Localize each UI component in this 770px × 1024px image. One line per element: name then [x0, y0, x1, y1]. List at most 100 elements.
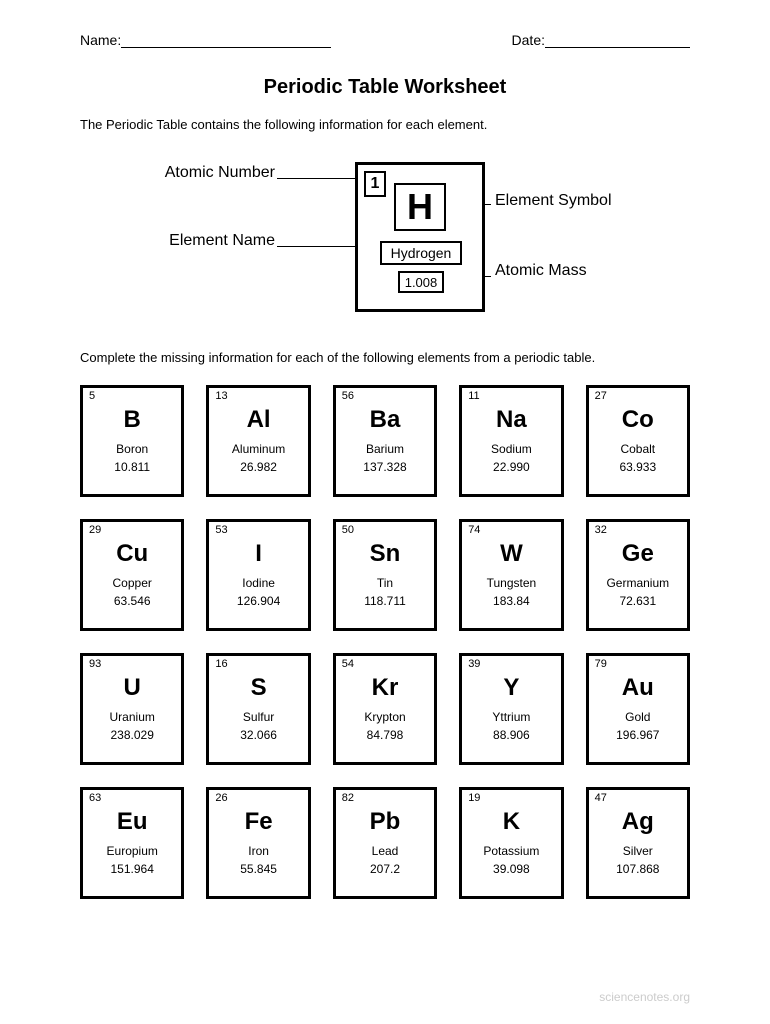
label-atomic-number: Atomic Number	[145, 164, 275, 182]
element-symbol: Ag	[622, 810, 654, 834]
element-diagram: Atomic Number Element Name Element Symbo…	[155, 152, 615, 322]
header-row: Name: Date:	[80, 32, 690, 48]
example-element-box: 1 H Hydrogen 1.008	[355, 162, 485, 312]
date-label: Date:	[512, 32, 545, 48]
name-field: Name:	[80, 32, 331, 48]
example-mass: 1.008	[398, 271, 444, 293]
atomic-mass: 107.868	[616, 862, 659, 876]
atomic-mass: 183.84	[493, 594, 530, 608]
atomic-mass: 39.098	[493, 862, 530, 876]
atomic-number: 16	[215, 658, 227, 670]
element-cell: 29CuCopper63.546	[80, 519, 184, 631]
element-cell: 39 Y Yttrium 88.906	[459, 653, 563, 765]
element-name: Sodium	[491, 442, 532, 456]
element-symbol: Kr	[372, 676, 399, 700]
atomic-mass: 118.711	[364, 594, 406, 608]
element-cell: 50 Sn Tin 118.711	[333, 519, 437, 631]
atomic-number: 13	[215, 390, 227, 402]
element-name: Aluminum	[232, 442, 285, 456]
diagram-wrap: Atomic Number Element Name Element Symbo…	[80, 152, 690, 322]
element-symbol: U	[124, 676, 141, 700]
atomic-number: 11	[468, 390, 479, 402]
element-name: Germanium	[606, 576, 669, 590]
element-cell: 93UUranium238.029	[80, 653, 184, 765]
element-cell: 32GeGermanium72.631	[586, 519, 690, 631]
atomic-number: 27	[595, 390, 607, 402]
atomic-number: 32	[595, 524, 607, 536]
element-cell: 11NaSodium22.990	[459, 385, 563, 497]
atomic-mass: 88.906	[493, 728, 530, 742]
atomic-mass: 22.990	[493, 460, 530, 474]
element-cell: 19KPotassium39.098	[459, 787, 563, 899]
intro-text: The Periodic Table contains the followin…	[80, 117, 690, 132]
element-name: Boron	[116, 442, 148, 456]
atomic-number: 39	[468, 658, 480, 670]
element-symbol: Sn	[370, 542, 401, 566]
element-symbol: Au	[622, 676, 654, 700]
atomic-number: 26	[215, 792, 227, 804]
element-symbol: Pb	[370, 810, 401, 834]
element-name: Cobalt	[620, 442, 655, 456]
atomic-mass: 126.904	[237, 594, 280, 608]
element-name: Europium	[107, 844, 158, 858]
element-symbol: B	[124, 408, 141, 432]
element-grid: 5BBoron10.81113AlAluminum26.98256BaBariu…	[80, 385, 690, 899]
label-element-name: Element Name	[169, 232, 275, 250]
element-symbol: Al	[247, 408, 271, 432]
element-cell: 47AgSilver107.868	[586, 787, 690, 899]
atomic-mass: 207.2	[370, 862, 400, 876]
atomic-number: 53	[215, 524, 227, 536]
element-name: Lead	[372, 844, 399, 858]
date-field: Date:	[512, 32, 690, 48]
callout-line-atomic-number	[277, 178, 363, 179]
element-symbol: Fe	[245, 810, 273, 834]
atomic-mass: 196.967	[616, 728, 659, 742]
footer-credit: sciencenotes.org	[599, 990, 690, 1004]
element-name: Krypton	[364, 710, 405, 724]
element-name: Tin	[377, 576, 393, 590]
atomic-mass: 32.066	[240, 728, 277, 742]
atomic-mass: 238.029	[111, 728, 154, 742]
element-name: Iron	[248, 844, 269, 858]
atomic-mass: 151.964	[111, 862, 154, 876]
element-name: Barium	[366, 442, 404, 456]
atomic-mass: 63.933	[619, 460, 656, 474]
date-line[interactable]	[545, 34, 690, 48]
atomic-number: 50	[342, 524, 354, 536]
element-symbol: Y	[503, 676, 519, 700]
element-cell: 56BaBarium137.328	[333, 385, 437, 497]
element-cell: 16SSulfur32.066	[206, 653, 310, 765]
atomic-number: 29	[89, 524, 101, 536]
element-symbol: Cu	[116, 542, 148, 566]
element-name: Uranium	[110, 710, 155, 724]
instructions-text: Complete the missing information for eac…	[80, 350, 690, 365]
atomic-mass: 10.811	[114, 460, 150, 474]
element-cell: 26 Fe Iron 55.845	[206, 787, 310, 899]
element-cell: 82 Pb Lead 207.2	[333, 787, 437, 899]
atomic-number: 82	[342, 792, 354, 804]
element-cell: 27CoCobalt63.933	[586, 385, 690, 497]
element-cell: 54KrKrypton84.798	[333, 653, 437, 765]
element-cell: 13AlAluminum26.982	[206, 385, 310, 497]
element-cell: 74WTungsten183.84	[459, 519, 563, 631]
element-symbol: S	[251, 676, 267, 700]
name-label: Name:	[80, 32, 121, 48]
element-name: Yttrium	[492, 710, 530, 724]
name-line[interactable]	[121, 34, 331, 48]
atomic-number: 74	[468, 524, 480, 536]
element-cell: 63EuEuropium151.964	[80, 787, 184, 899]
element-name: Gold	[625, 710, 650, 724]
element-symbol: Ge	[622, 542, 654, 566]
atomic-number: 47	[595, 792, 607, 804]
example-atomic-number: 1	[364, 171, 386, 197]
atomic-number: 5	[89, 390, 95, 402]
atomic-number: 19	[468, 792, 480, 804]
element-name: Iodine	[242, 576, 275, 590]
element-symbol: Eu	[117, 810, 148, 834]
label-atomic-mass: Atomic Mass	[495, 262, 587, 280]
page-title: Periodic Table Worksheet	[80, 76, 690, 99]
element-symbol: I	[255, 542, 262, 566]
element-name: Copper	[113, 576, 152, 590]
element-symbol: Ba	[370, 408, 401, 432]
atomic-mass: 55.845	[240, 862, 277, 876]
